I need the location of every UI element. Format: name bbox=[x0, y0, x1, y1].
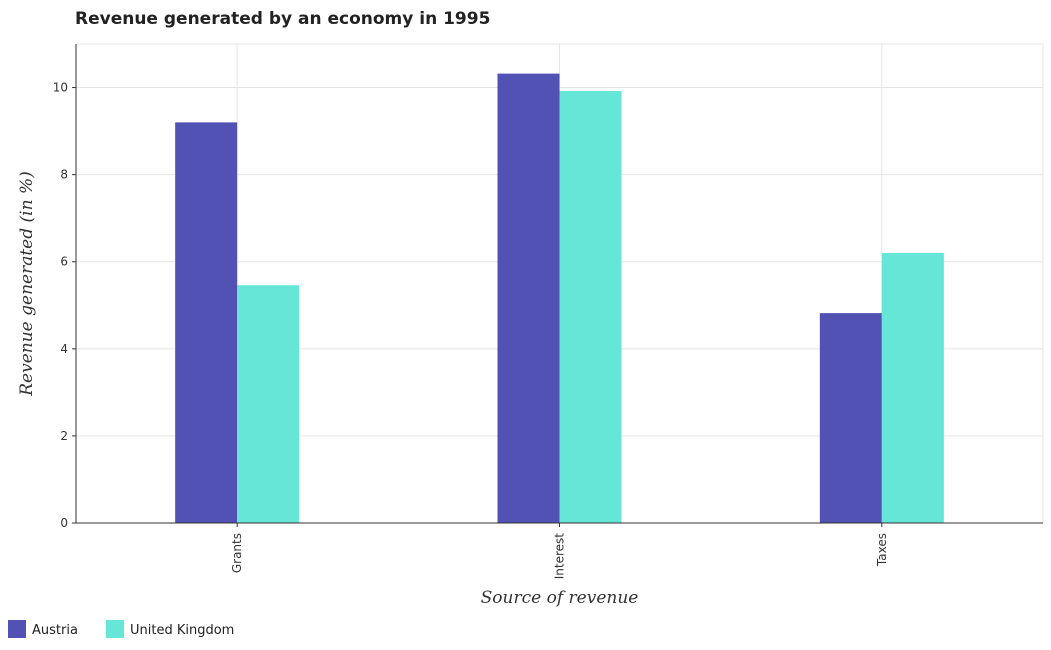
y-tick-label: 0 bbox=[60, 516, 68, 530]
y-tick-label: 10 bbox=[53, 81, 68, 95]
bars bbox=[175, 73, 944, 524]
y-tick-label: 2 bbox=[60, 429, 68, 443]
bar-austria-taxes bbox=[819, 313, 882, 523]
legend-swatch bbox=[8, 620, 26, 638]
legend-swatch bbox=[106, 620, 124, 638]
x-tick-label: Taxes bbox=[875, 533, 889, 567]
tick-labels: 0 2 4 6 8 10 Grants Interest Taxes bbox=[53, 81, 889, 580]
bar-austria-grants bbox=[175, 122, 238, 523]
y-tick-label: 4 bbox=[60, 342, 68, 356]
bar-united-kingdom-grants bbox=[237, 285, 300, 523]
bar-austria-interest bbox=[497, 73, 560, 524]
axes bbox=[72, 44, 1043, 527]
y-tick-label: 8 bbox=[60, 168, 68, 182]
x-tick-label: Interest bbox=[553, 533, 567, 580]
chart-title: Revenue generated by an economy in 1995 bbox=[75, 9, 490, 29]
bar-united-kingdom-taxes bbox=[881, 253, 944, 523]
x-axis-label: Source of revenue bbox=[481, 588, 639, 608]
bar-united-kingdom-interest bbox=[559, 91, 622, 524]
y-axis-label: Revenue generated (in %) bbox=[17, 171, 37, 397]
x-tick-label: Grants bbox=[230, 533, 244, 573]
legend-label: United Kingdom bbox=[130, 623, 234, 638]
y-tick-label: 6 bbox=[60, 255, 68, 269]
legend: Austria United Kingdom bbox=[8, 620, 234, 638]
legend-label: Austria bbox=[32, 623, 78, 638]
